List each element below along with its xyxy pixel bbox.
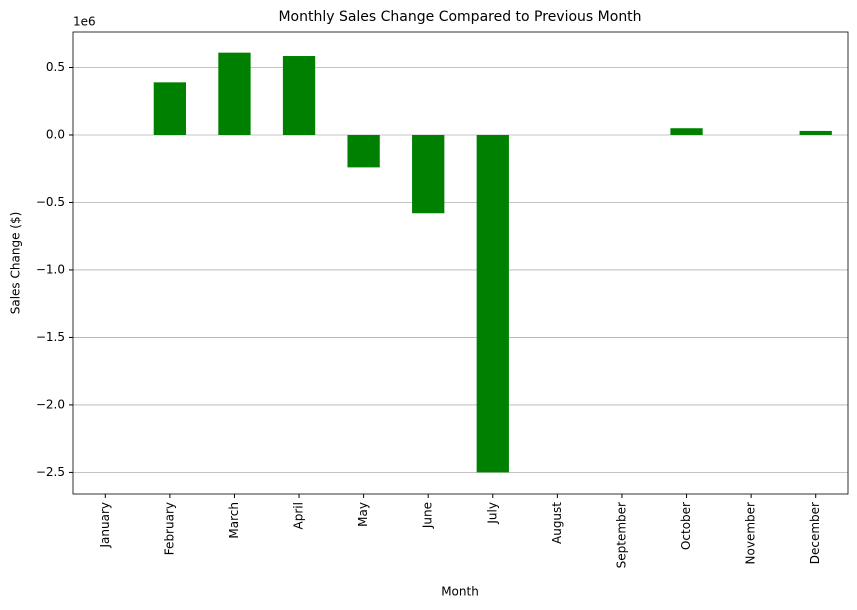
y-tick-label: −2.0 [36, 397, 65, 411]
bar [476, 134, 509, 473]
bar [153, 82, 187, 135]
x-tick-label: October [679, 502, 693, 550]
y-tick-label: −2.5 [36, 465, 65, 479]
bar [670, 128, 703, 135]
x-tick-label: December [808, 502, 822, 564]
x-tick-label: March [227, 502, 241, 539]
y-tick-label: −1.5 [36, 330, 65, 344]
y-tick-label: −0.5 [36, 195, 65, 209]
bar [412, 134, 445, 214]
x-tick-label: August [550, 502, 564, 544]
x-tick-label: January [98, 502, 112, 549]
y-tick-label: −1.0 [36, 262, 65, 276]
bar [347, 134, 380, 168]
y-offset-label: 1e6 [73, 15, 96, 29]
x-axis-title: Month [441, 585, 479, 599]
plot-frame [72, 31, 849, 495]
x-tick-label: September [614, 502, 628, 568]
x-tick-label: May [356, 502, 370, 527]
y-tick-label: 0.0 [46, 127, 65, 141]
x-tick-label: February [162, 502, 176, 555]
x-tick-label: June [421, 502, 435, 529]
bar [799, 130, 832, 135]
bar [218, 52, 251, 135]
x-tick-label: April [292, 502, 306, 529]
y-tick-label: 0.5 [46, 60, 65, 74]
y-axis-title: Sales Change ($) [9, 212, 23, 315]
x-tick-label: July [485, 502, 499, 525]
bar [282, 56, 316, 135]
x-tick-label: November [744, 502, 758, 564]
chart-title: Monthly Sales Change Compared to Previou… [278, 9, 641, 25]
